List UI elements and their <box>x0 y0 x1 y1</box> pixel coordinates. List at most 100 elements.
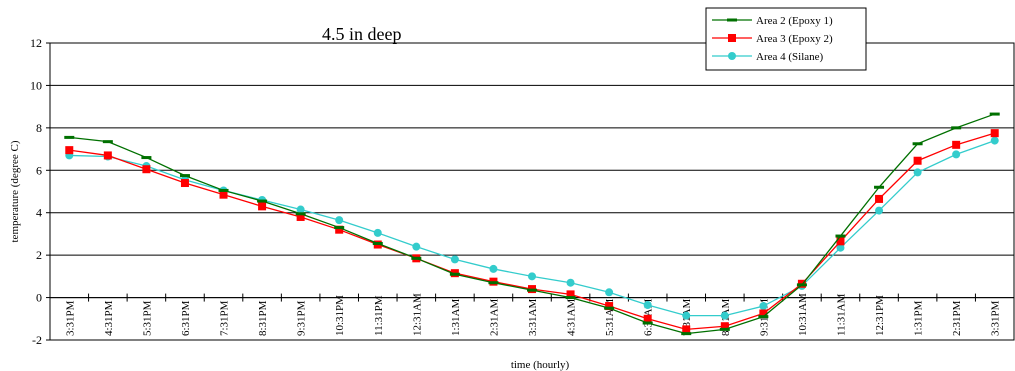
series-layer <box>64 112 1000 336</box>
data-point-circle <box>296 205 305 214</box>
y-tick-label: 0 <box>36 291 42 305</box>
data-point-dash <box>681 332 692 336</box>
data-point-square <box>566 290 575 299</box>
x-tick-label: 11:31AM <box>835 293 847 336</box>
data-point-circle <box>335 216 344 225</box>
data-point-square <box>605 302 614 311</box>
x-tick-label: 2:31PM <box>951 300 963 336</box>
data-point-dash <box>257 199 268 203</box>
data-point-dash <box>951 126 962 130</box>
x-axis-ticks: 3:31PM 4:31PM 5:31PM 6:31PM 7:31PM 8:31PM 9:31… <box>49 293 1015 337</box>
y-tick-label: 6 <box>36 163 42 177</box>
y-tick-label: 4 <box>36 206 42 220</box>
data-point-dash <box>218 188 229 192</box>
data-point-circle <box>913 168 922 177</box>
data-point-dash <box>372 241 383 245</box>
data-point-dash <box>411 256 422 260</box>
data-point-square <box>875 194 884 203</box>
data-point-dash <box>64 135 75 139</box>
x-tick-label: 5:31PM <box>141 300 153 336</box>
x-tick-label: 8:31PM <box>257 300 269 336</box>
data-point-square <box>990 129 999 138</box>
data-point-circle <box>489 264 498 273</box>
data-point-circle <box>952 150 961 159</box>
data-point-dash <box>295 212 306 216</box>
data-point-dash <box>102 140 113 144</box>
data-point-square <box>65 146 74 155</box>
data-point-circle <box>682 311 691 320</box>
y-tick-label: -2 <box>32 333 42 347</box>
legend-item: Area 3 (Epoxy 2) <box>712 33 833 45</box>
data-point-square <box>952 140 961 149</box>
data-point-square <box>103 151 112 160</box>
legend-items: Area 2 (Epoxy 1) Area 3 (Epoxy 2) Area 4 (… <box>712 15 833 63</box>
legend-label: Area 2 (Epoxy 1) <box>756 15 833 27</box>
y-tick-label: 8 <box>36 121 42 135</box>
x-tick-label: 12:31PM <box>874 295 886 336</box>
data-point-square <box>296 212 305 221</box>
data-point-square <box>759 309 768 318</box>
data-point-square <box>913 156 922 165</box>
data-point-circle <box>875 206 884 215</box>
y-axis-label: temperature (degree C) <box>9 140 21 242</box>
x-tick-label: 12:31AM <box>411 293 423 336</box>
data-point-square <box>682 325 691 334</box>
x-tick-label: 4:31PM <box>103 300 115 336</box>
x-tick-label: 1:31AM <box>450 299 462 337</box>
data-point-dash <box>488 281 499 285</box>
legend-label: Area 4 (Silane) <box>756 51 824 63</box>
x-tick-label: 3:31PM <box>990 300 1002 336</box>
plot-area-frame <box>49 42 1015 341</box>
series-1 <box>64 112 1000 336</box>
data-point-circle <box>528 272 536 281</box>
data-point-square <box>219 190 228 199</box>
data-point-dash <box>604 306 615 310</box>
x-tick-label: 10:31AM <box>797 293 809 336</box>
x-tick-label: 4:31AM <box>566 299 578 337</box>
x-tick-label: 2:31AM <box>488 299 500 337</box>
data-point-circle <box>728 52 736 60</box>
data-point-dash <box>835 234 846 238</box>
data-point-circle <box>566 278 575 287</box>
data-point-circle <box>450 255 459 264</box>
data-point-circle <box>990 136 999 145</box>
data-point-circle <box>759 302 768 311</box>
data-point-dash <box>796 283 807 287</box>
data-point-circle <box>836 243 845 252</box>
y-tick-label: 2 <box>36 248 42 262</box>
data-point-dash <box>989 112 1000 116</box>
data-point-dash <box>141 156 152 160</box>
data-point-dash <box>642 321 653 325</box>
data-point-dash <box>758 315 769 319</box>
x-tick-label: 1:31PM <box>913 300 925 336</box>
y-tick-label: 12 <box>30 36 42 50</box>
chart-title: 4.5 in deep <box>322 24 401 44</box>
y-axis-ticks: -2 0 2 4 6 8 10 12 <box>30 36 50 347</box>
data-point-dash <box>874 185 885 189</box>
data-point-dash <box>912 142 923 146</box>
data-point-square <box>142 165 151 174</box>
data-point-dash <box>334 226 345 230</box>
data-point-circle <box>720 311 729 320</box>
data-point-dash <box>179 174 190 178</box>
x-tick-label: 7:31PM <box>219 300 231 336</box>
data-point-square <box>728 34 736 42</box>
x-tick-label: 10:31PM <box>334 295 346 336</box>
y-tick-label: 10 <box>30 78 42 92</box>
x-tick-label: 6:31PM <box>180 300 192 336</box>
data-point-dash <box>565 296 576 300</box>
data-point-square <box>180 179 189 188</box>
x-tick-label: 3:31AM <box>527 299 539 337</box>
data-point-circle <box>605 288 614 297</box>
data-point-square <box>335 225 344 234</box>
data-point-dash <box>727 18 737 22</box>
legend-item: Area 4 (Silane) <box>712 51 824 63</box>
legend-label: Area 3 (Epoxy 2) <box>756 33 833 45</box>
data-point-circle <box>373 228 382 237</box>
data-point-dash <box>719 327 730 331</box>
data-point-dash <box>527 288 537 292</box>
data-point-square <box>836 237 845 246</box>
data-point-circle <box>412 242 421 251</box>
x-tick-label: 3:31PM <box>64 300 76 336</box>
